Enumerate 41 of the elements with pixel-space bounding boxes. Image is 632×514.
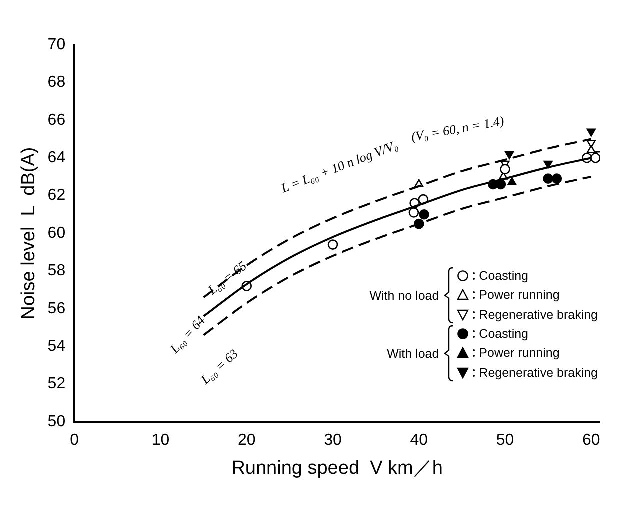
x-tick-label: 10 [152, 432, 170, 450]
point [500, 164, 510, 175]
y-tick-label: 70 [48, 36, 66, 54]
point [419, 210, 430, 220]
y-tick-label: 56 [48, 300, 66, 318]
annotation: With load [386, 346, 440, 360]
annotation: L = L₆₀ + 10 n log V/V₀ [278, 137, 400, 196]
y-tick-label: 66 [48, 112, 66, 129]
x-axis-title: Running speed V km／h [232, 458, 443, 479]
legend-label: Regenerative braking [479, 306, 598, 324]
y-tick-label: 50 [48, 413, 66, 430]
x-tick-label: 50 [496, 432, 514, 450]
y-axis-title: Noise level L dB(A) [18, 147, 40, 320]
y-tick-label: 62 [48, 187, 66, 204]
point [505, 151, 514, 160]
y-tick-label: 54 [48, 338, 66, 356]
point [543, 174, 554, 184]
legend-label: Power running [479, 287, 561, 304]
x-tick-label: 0 [70, 432, 80, 450]
point [508, 177, 517, 186]
point [590, 152, 600, 164]
legend-label: Regenerative braking [479, 364, 598, 382]
annotation: With no load [370, 288, 440, 302]
x-tick-label: 20 [238, 432, 256, 450]
y-tick-label: 52 [48, 376, 66, 393]
x-tick-label: 30 [324, 432, 342, 450]
y-tick-label: 60 [48, 224, 66, 242]
x-tick-label: 60 [582, 432, 600, 450]
y-tick-label: 68 [48, 74, 66, 92]
point [552, 174, 562, 184]
legend-label: Power running [479, 345, 561, 362]
x-tick-label: 40 [410, 432, 428, 450]
y-tick-label: 58 [48, 262, 66, 280]
legend-label: Coasting [479, 268, 530, 286]
annotation: (V₀ = 60, n = 1.4) [410, 113, 506, 144]
point [328, 240, 338, 250]
point [408, 208, 420, 218]
y-tick-label: 64 [48, 150, 66, 167]
point [586, 128, 596, 137]
legend-label: Coasting [479, 326, 530, 344]
point [544, 160, 553, 169]
